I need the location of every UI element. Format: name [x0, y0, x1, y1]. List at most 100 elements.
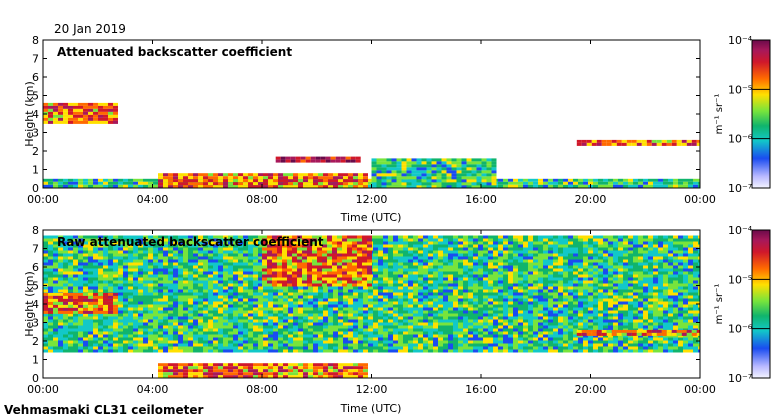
heatmap-cell: [463, 244, 468, 248]
heatmap-cell: [411, 170, 417, 174]
heatmap-cell: [513, 337, 518, 341]
heatmap-cell: [173, 280, 178, 284]
heatmap-cell: [503, 331, 508, 335]
heatmap-cell: [468, 292, 473, 296]
heatmap-cell: [313, 182, 318, 186]
heatmap-cell: [268, 307, 273, 311]
heatmap-cell: [113, 102, 118, 106]
heatmap-cell: [466, 173, 472, 177]
heatmap-cell: [193, 277, 198, 281]
heatmap-cell: [403, 325, 408, 329]
heatmap-cell: [58, 334, 63, 338]
heatmap-cell: [228, 247, 233, 251]
heatmap-cell: [53, 328, 58, 332]
heatmap-cell: [325, 159, 331, 163]
heatmap-cell: [158, 262, 163, 266]
heatmap-cell: [238, 173, 243, 177]
heatmap-cell: [483, 331, 488, 335]
heatmap-cell: [258, 185, 263, 188]
heatmap-cell: [586, 142, 592, 146]
heatmap-cell: [208, 322, 213, 326]
heatmap-cell: [313, 346, 318, 350]
heatmap-cell: [78, 108, 83, 112]
heatmap-cell: [158, 292, 163, 296]
heatmap-cell: [498, 238, 503, 242]
heatmap-cell: [193, 250, 198, 254]
heatmap-cell: [691, 142, 697, 146]
heatmap-cell: [288, 325, 293, 329]
heatmap-cell: [473, 262, 478, 266]
heatmap-cell: [513, 241, 518, 245]
heatmap-cell: [448, 346, 453, 350]
heatmap-cell: [428, 292, 433, 296]
heatmap-cell: [153, 319, 158, 323]
heatmap-cell: [408, 265, 413, 269]
heatmap-cell: [473, 259, 478, 263]
heatmap-cell: [683, 178, 688, 182]
heatmap-cell: [563, 184, 568, 188]
heatmap-cell: [103, 343, 108, 347]
heatmap-cell: [493, 325, 498, 329]
heatmap-cell: [73, 244, 78, 248]
heatmap-cell: [491, 182, 497, 186]
heatmap-cell: [168, 238, 173, 242]
heatmap-cell: [443, 349, 448, 353]
heatmap-cell: [48, 343, 53, 347]
heatmap-cell: [133, 271, 138, 275]
heatmap-cell: [283, 322, 288, 326]
heatmap-cell: [473, 328, 478, 332]
heatmap-cell: [228, 313, 233, 317]
heatmap-cell: [453, 277, 458, 281]
heatmap-cell: [98, 313, 103, 317]
heatmap-cell: [433, 286, 438, 290]
heatmap-cell: [428, 337, 433, 341]
heatmap-cell: [213, 173, 218, 177]
heatmap-cell: [481, 158, 487, 162]
heatmap-cell: [308, 331, 313, 335]
heatmap-cell: [118, 253, 123, 257]
heatmap-cell: [123, 259, 128, 263]
heatmap-cell: [198, 316, 203, 320]
heatmap-cell: [453, 265, 458, 269]
heatmap-cell: [473, 307, 478, 311]
heatmap-cell: [283, 313, 288, 317]
heatmap-cell: [443, 238, 448, 242]
heatmap-cell: [403, 346, 408, 350]
heatmap-cell: [108, 319, 113, 323]
heatmap-cell: [148, 265, 153, 269]
heatmap-cell: [438, 349, 443, 353]
heatmap-cell: [478, 313, 483, 317]
heatmap-cell: [408, 268, 413, 272]
heatmap-cell: [453, 328, 458, 332]
heatmap-cell: [503, 310, 508, 314]
heatmap-cell: [468, 247, 473, 251]
heatmap-cell: [203, 331, 208, 335]
heatmap-cell: [208, 304, 213, 308]
heatmap-cell: [188, 319, 193, 323]
heatmap-cell: [518, 304, 523, 308]
heatmap-cell: [323, 176, 328, 180]
heatmap-cell: [143, 301, 148, 305]
heatmap-cell: [513, 268, 518, 272]
heatmap-cell: [328, 340, 333, 344]
heatmap-cell: [353, 292, 358, 296]
heatmap-cell: [88, 253, 93, 257]
heatmap-cell: [213, 250, 218, 254]
heatmap-cell: [238, 235, 243, 239]
heatmap-cell: [428, 325, 433, 329]
heatmap-cell: [353, 346, 358, 350]
heatmap-cell: [273, 334, 278, 338]
heatmap-cell: [383, 268, 388, 272]
heatmap-cell: [223, 244, 228, 248]
heatmap-cell: [233, 283, 238, 287]
heatmap-cell: [73, 105, 78, 109]
heatmap-cell: [118, 286, 123, 290]
heatmap-cell: [208, 268, 213, 272]
heatmap-cell: [98, 262, 103, 266]
heatmap-cell: [153, 313, 158, 317]
heatmap-cell: [303, 343, 308, 347]
heatmap-cell: [443, 259, 448, 263]
heatmap-cell: [243, 277, 248, 281]
heatmap-cell: [308, 340, 313, 344]
heatmap-cell: [58, 108, 63, 112]
